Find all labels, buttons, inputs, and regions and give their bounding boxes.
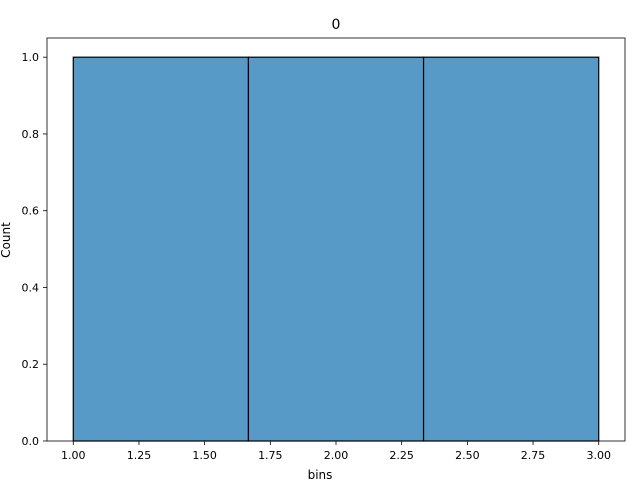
x-tick-label: 2.25 bbox=[389, 449, 414, 462]
histogram-bar-0 bbox=[72, 56, 250, 442]
x-tick-label: 1.00 bbox=[61, 449, 86, 462]
bars bbox=[72, 56, 600, 442]
x-tick-label: 3.00 bbox=[586, 449, 611, 462]
x-axis-label: bins bbox=[308, 468, 333, 480]
x-tick-label: 2.00 bbox=[324, 449, 349, 462]
y-tick-label: 0.6 bbox=[22, 205, 40, 218]
x-tick-label: 2.50 bbox=[455, 449, 480, 462]
y-tick-label: 0.0 bbox=[22, 435, 40, 448]
y-tick-label: 0.8 bbox=[22, 128, 40, 141]
x-tick-label: 1.50 bbox=[192, 449, 217, 462]
x-tick-label: 1.75 bbox=[258, 449, 283, 462]
histogram-bar-1 bbox=[247, 56, 425, 442]
y-tick-label: 0.4 bbox=[22, 281, 40, 294]
y-axis-label: Count bbox=[0, 222, 13, 258]
x-tick-label: 1.25 bbox=[127, 449, 152, 462]
x-axis-ticks: 1.00 1.25 1.50 1.75 2.00 2.25 2.50 2.75 3.00 bbox=[61, 441, 611, 462]
y-axis-ticks: 0.0 0.2 0.4 0.6 0.8 1.0 bbox=[22, 51, 47, 448]
x-tick-label: 2.75 bbox=[521, 449, 546, 462]
axes-frame bbox=[46, 37, 626, 442]
y-tick-label: 0.2 bbox=[22, 358, 40, 371]
y-tick-label: 1.0 bbox=[22, 51, 40, 64]
histogram-bar-2 bbox=[422, 56, 600, 442]
chart-title: 0 bbox=[332, 17, 341, 33]
